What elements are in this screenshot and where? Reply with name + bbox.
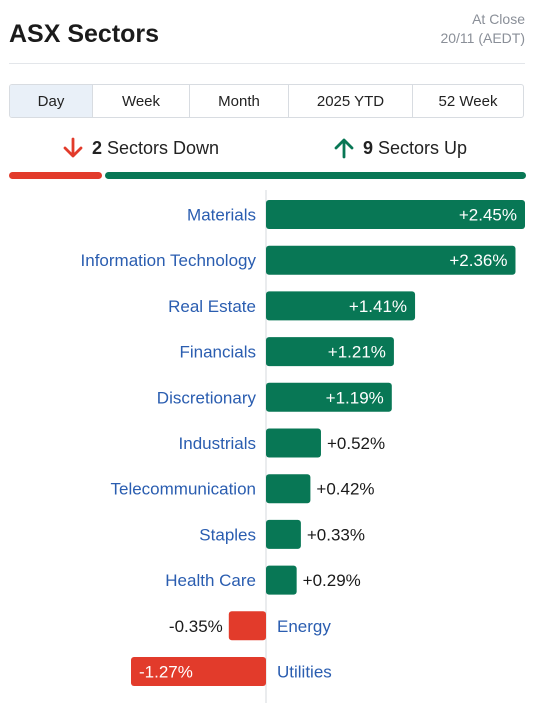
sector-bar-chart: Materials +2.45% Information Technology +2.… bbox=[81, 190, 525, 703]
bar-telecommunication[interactable] bbox=[266, 474, 311, 504]
sectors-up-label: Sectors Up bbox=[378, 137, 468, 158]
bar-staples[interactable] bbox=[266, 519, 301, 549]
bar-energy[interactable] bbox=[228, 611, 266, 641]
sectors-up-count: 9 bbox=[363, 137, 374, 158]
value-label-industrials: +0.52% bbox=[327, 434, 385, 453]
bar-materials[interactable] bbox=[266, 200, 525, 229]
bar-health-care[interactable] bbox=[266, 565, 297, 595]
tab-week[interactable]: Week bbox=[92, 85, 189, 117]
category-label-industrials[interactable]: Industrials bbox=[179, 434, 256, 453]
bar-utilities[interactable] bbox=[131, 657, 266, 686]
value-label-staples: +0.33% bbox=[307, 525, 365, 544]
bar-industrials[interactable] bbox=[266, 428, 321, 458]
category-label-energy[interactable]: Energy bbox=[277, 617, 331, 636]
tab-month[interactable]: Month bbox=[189, 85, 288, 117]
value-label-discretionary: +1.19% bbox=[326, 388, 384, 407]
breadth-bar-down bbox=[9, 172, 102, 179]
tab-day[interactable]: Day bbox=[10, 85, 92, 117]
value-label-materials: +2.45% bbox=[459, 206, 517, 225]
category-label-information-technology[interactable]: Information Technology bbox=[81, 251, 257, 270]
breadth-bar-up bbox=[105, 172, 526, 179]
tab-52-week[interactable]: 52 Week bbox=[412, 85, 523, 117]
as-of-timestamp: At Close 20/11 (AEDT) bbox=[440, 10, 525, 48]
period-tabs: Day Week Month 2025 YTD 52 Week bbox=[9, 84, 524, 118]
category-label-health-care[interactable]: Health Care bbox=[165, 571, 256, 590]
category-label-telecommunication[interactable]: Telecommunication bbox=[110, 480, 256, 499]
sectors-down-summary: 2 Sectors Down bbox=[63, 137, 219, 159]
category-label-discretionary[interactable]: Discretionary bbox=[157, 388, 257, 407]
page-title: ASX Sectors bbox=[9, 20, 160, 48]
arrow-down-icon bbox=[63, 137, 83, 158]
category-label-staples[interactable]: Staples bbox=[199, 525, 256, 544]
value-label-telecommunication: +0.42% bbox=[316, 480, 374, 499]
category-label-financials[interactable]: Financials bbox=[179, 343, 256, 362]
category-label-utilities[interactable]: Utilities bbox=[277, 663, 332, 682]
value-label-information-technology: +2.36% bbox=[449, 251, 507, 270]
arrow-up-icon bbox=[334, 138, 354, 159]
as-of-date: 20/11 (AEDT) bbox=[440, 30, 525, 46]
header-divider bbox=[9, 63, 525, 64]
category-label-real-estate[interactable]: Real Estate bbox=[168, 297, 256, 316]
sectors-up-summary: 9 Sectors Up bbox=[334, 137, 467, 159]
value-label-financials: +1.21% bbox=[328, 343, 386, 362]
bar-real-estate[interactable] bbox=[266, 291, 416, 321]
value-label-health-care: +0.29% bbox=[303, 571, 361, 590]
value-label-utilities: -1.27% bbox=[139, 663, 193, 682]
bar-discretionary[interactable] bbox=[266, 382, 392, 412]
sectors-down-label: Sectors Down bbox=[107, 137, 220, 158]
tab-ytd[interactable]: 2025 YTD bbox=[288, 85, 412, 117]
value-label-energy: -0.35% bbox=[169, 617, 223, 636]
value-label-real-estate: +1.41% bbox=[349, 297, 407, 316]
bar-information-technology[interactable] bbox=[266, 245, 516, 275]
bar-financials[interactable] bbox=[266, 337, 394, 367]
as-of-label: At Close bbox=[472, 11, 525, 27]
category-label-materials[interactable]: Materials bbox=[187, 206, 256, 225]
sectors-down-count: 2 bbox=[92, 137, 103, 158]
